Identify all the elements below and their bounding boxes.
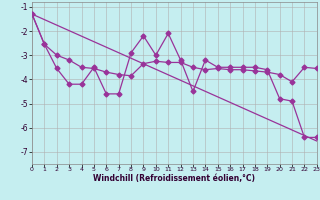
X-axis label: Windchill (Refroidissement éolien,°C): Windchill (Refroidissement éolien,°C) <box>93 174 255 183</box>
